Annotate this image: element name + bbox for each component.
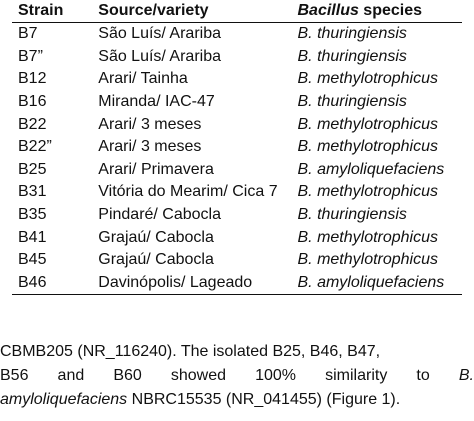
cell-strain: B7” [18, 47, 43, 65]
cell-source: Vitória do Mearim/ Cica 7 [98, 183, 278, 201]
cell-species: B. thuringiensis [297, 206, 407, 224]
body-text-word: similarity [325, 367, 388, 384]
cell-source: São Luís/ Arariba [98, 47, 222, 65]
table-row: B22 Arari/ 3 meses B. methylotrophicus [12, 113, 462, 136]
cell-species: B. thuringiensis [297, 25, 407, 43]
cell-species: B. methylotrophicus [297, 251, 439, 269]
cell-source: Arari/ 3 meses [98, 138, 202, 156]
cell-strain: B25 [18, 160, 47, 178]
table-row: B7” São Luís/ Arariba B. thuringiensis [12, 46, 462, 69]
table-row: B41 Grajaú/ Cabocla B. methylotrophicus [12, 226, 462, 249]
strain-table-container: Strain Source/variety Bacillus species B… [12, 0, 462, 295]
cell-strain: B7 [18, 25, 38, 43]
body-text-word: B. [458, 367, 474, 384]
cell-source: Davinópolis/ Lageado [98, 273, 253, 291]
cell-species: B. methylotrophicus [297, 183, 439, 201]
cell-strain: B45 [18, 251, 47, 269]
body-text-word: and [57, 367, 85, 384]
table-row: B35 Pindaré/ Cabocla B. thuringiensis [12, 204, 462, 227]
cell-source: Miranda/ IAC-47 [98, 93, 215, 111]
body-text-word: 100% [255, 367, 297, 384]
cell-strain: B31 [18, 183, 47, 201]
cell-species: B. methylotrophicus [297, 70, 439, 88]
body-text-line-3-rest: NBRC15535 (NR_041455) (Figure 1). [127, 391, 401, 408]
cell-strain: B22 [18, 115, 47, 133]
header-species: Bacillus species [292, 0, 463, 23]
header-source: Source/variety [98, 2, 209, 19]
species-name-italic: amyloliquefaciens [0, 391, 128, 408]
header-strain: Strain [18, 2, 64, 19]
cell-source: Arari/ Tainha [98, 70, 188, 88]
body-text-word: showed [170, 367, 227, 384]
body-text-word: B60 [113, 367, 142, 384]
cell-source: Arari/ Primavera [98, 160, 214, 178]
cell-strain: B12 [18, 70, 47, 88]
body-text-line-2: B56 and B60 showed 100% similarity to B. [0, 364, 474, 388]
body-text-line-1: CBMB205 (NR_116240). The isolated B25, B… [0, 343, 381, 360]
table-header-row: Strain Source/variety Bacillus species [12, 0, 462, 23]
body-text-line-3: amyloliquefaciens NBRC15535 (NR_041455) … [0, 388, 474, 412]
cell-source: Pindaré/ Cabocla [98, 206, 222, 224]
cell-strain: B22” [18, 138, 52, 156]
header-species-genus: Bacillus [297, 2, 359, 19]
header-species-suffix: species [358, 2, 423, 19]
table-row: B45 Grajaú/ Cabocla B. methylotrophicus [12, 249, 462, 272]
cell-strain: B41 [18, 228, 47, 246]
table-row: B31 Vitória do Mearim/ Cica 7 B. methylotr… [12, 181, 462, 204]
table-row: B25 Arari/ Primavera B. amyloliquefaciens [12, 159, 462, 182]
cell-species: B. methylotrophicus [297, 138, 439, 156]
cell-source: São Luís/ Arariba [98, 25, 222, 43]
table-row: B12 Arari/ Tainha B. methylotrophicus [12, 68, 462, 91]
cell-source: Arari/ 3 meses [98, 115, 202, 133]
cell-species: B. amyloliquefaciens [297, 273, 445, 291]
body-text-word: B56 [0, 367, 29, 384]
cell-strain: B46 [18, 273, 47, 291]
cell-species: B. thuringiensis [297, 93, 407, 111]
cell-source: Grajaú/ Cabocla [98, 228, 214, 246]
cell-species: B. methylotrophicus [297, 228, 439, 246]
cell-species: B. methylotrophicus [297, 115, 439, 133]
table-row: B16 Miranda/ IAC-47 B. thuringiensis [12, 91, 462, 114]
cell-species: B. amyloliquefaciens [297, 160, 445, 178]
table-body: B7 São Luís/ Arariba B. thuringiensis B7” Sã… [12, 23, 462, 295]
cell-source: Grajaú/ Cabocla [98, 251, 214, 269]
body-text: CBMB205 (NR_116240). The isolated B25, B… [0, 340, 474, 412]
table-row: B7 São Luís/ Arariba B. thuringiensis [12, 23, 462, 46]
table-row: B22” Arari/ 3 meses B. methylotrophicus [12, 136, 462, 159]
table-row: B46 Davinópolis/ Lageado B. amyloliquefaci… [12, 272, 462, 295]
cell-strain: B35 [18, 206, 47, 224]
cell-species: B. thuringiensis [297, 47, 407, 65]
body-text-word: to [416, 367, 430, 384]
cell-strain: B16 [18, 93, 47, 111]
strain-table: Strain Source/variety Bacillus species B… [12, 0, 462, 295]
